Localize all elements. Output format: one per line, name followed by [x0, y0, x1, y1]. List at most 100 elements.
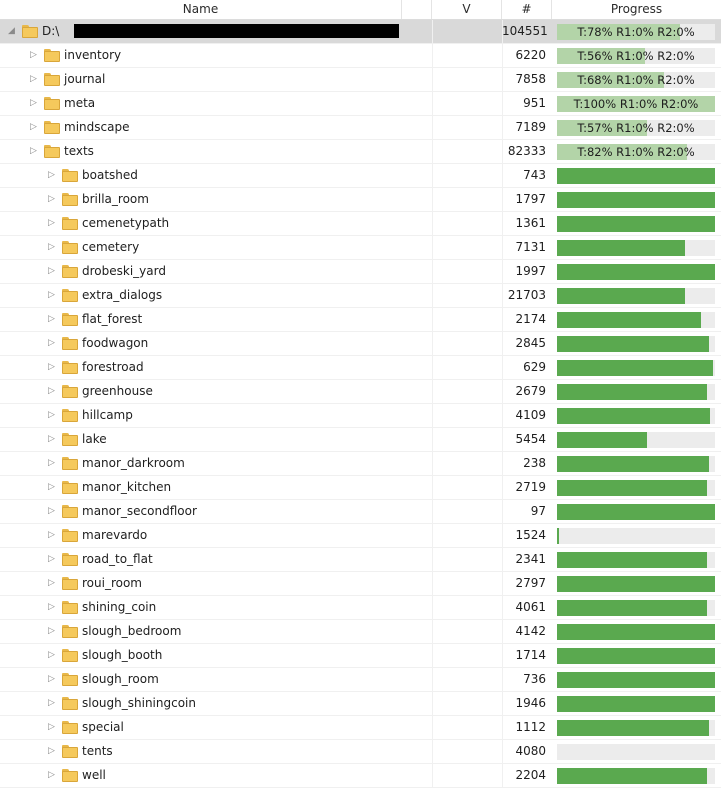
expand-arrow-icon[interactable]: ▷ — [48, 458, 55, 468]
collapse-arrow-icon[interactable]: ◢ — [8, 26, 15, 36]
expand-arrow-icon[interactable]: ▷ — [48, 626, 55, 636]
redacted-path-block — [74, 24, 399, 38]
tree-row[interactable]: ▷ journal 7858 T:68% R1:0% R2:0% — [0, 68, 721, 92]
folder-icon — [62, 673, 78, 686]
expand-arrow-icon[interactable]: ▷ — [48, 578, 55, 588]
v-cell — [432, 68, 503, 91]
v-cell — [432, 596, 503, 619]
tree-row[interactable]: ▷ manor_kitchen 2719 — [0, 476, 721, 500]
expand-arrow-icon[interactable]: ▷ — [48, 290, 55, 300]
progress-summary-text: T:78% R1:0% R2:0% — [577, 25, 695, 39]
tree-row[interactable]: ▷ marevardo 1524 — [0, 524, 721, 548]
tree-row[interactable]: ▷ brilla_room 1797 — [0, 188, 721, 212]
tree-row[interactable]: ▷ texts 82333 T:82% R1:0% R2:0% — [0, 140, 721, 164]
tree-row[interactable]: ▷ tents 4080 — [0, 740, 721, 764]
tree-row[interactable]: ▷ boatshed 743 — [0, 164, 721, 188]
tree-row[interactable]: ▷ slough_bedroom 4142 — [0, 620, 721, 644]
expand-arrow-icon[interactable]: ▷ — [48, 410, 55, 420]
tree-row[interactable]: ◢ D:\ 104551 T:78% R1:0% R2:0% — [0, 20, 721, 44]
progress-fill — [557, 96, 715, 112]
column-header-progress[interactable]: Progress — [610, 2, 663, 16]
blank-cell — [402, 428, 433, 451]
folder-name: slough_shiningcoin — [82, 696, 196, 710]
folder-icon — [62, 553, 78, 566]
folder-icon — [62, 457, 78, 470]
expand-arrow-icon[interactable]: ▷ — [48, 194, 55, 204]
tree-row[interactable]: ▷ foodwagon 2845 — [0, 332, 721, 356]
column-header-name[interactable]: Name — [0, 0, 402, 19]
tree-row[interactable]: ▷ manor_secondfloor 97 — [0, 500, 721, 524]
tree-row[interactable]: ▷ hillcamp 4109 — [0, 404, 721, 428]
expand-arrow-icon[interactable]: ▷ — [48, 746, 55, 756]
tree-row[interactable]: ▷ roui_room 2797 — [0, 572, 721, 596]
tree-row[interactable]: ▷ drobeski_yard 1997 — [0, 260, 721, 284]
progress-bar — [557, 216, 715, 232]
tree-row[interactable]: ▷ flat_forest 2174 — [0, 308, 721, 332]
tree-row[interactable]: ▷ greenhouse 2679 — [0, 380, 721, 404]
folder-name: hillcamp — [82, 408, 133, 422]
tree-row[interactable]: ▷ slough_shiningcoin 1946 — [0, 692, 721, 716]
expand-arrow-icon[interactable]: ▷ — [48, 554, 55, 564]
v-cell — [432, 500, 503, 523]
progress-bar — [557, 768, 715, 784]
tree-row[interactable]: ▷ extra_dialogs 21703 — [0, 284, 721, 308]
tree-row[interactable]: ▷ cemenetypath 1361 — [0, 212, 721, 236]
expand-arrow-icon[interactable]: ▷ — [48, 242, 55, 252]
progress-bar — [557, 552, 715, 568]
folder-name: shining_coin — [82, 600, 157, 614]
expand-arrow-icon[interactable]: ▷ — [48, 674, 55, 684]
folder-name: roui_room — [82, 576, 142, 590]
progress-fill — [557, 456, 709, 472]
folder-icon — [62, 481, 78, 494]
blank-cell — [402, 236, 433, 259]
tree-row[interactable]: ▷ forestroad 629 — [0, 356, 721, 380]
expand-arrow-icon[interactable]: ▷ — [48, 698, 55, 708]
blank-cell — [402, 620, 433, 643]
tree-row[interactable]: ▷ meta 951 T:100% R1:0% R2:0% — [0, 92, 721, 116]
tree-row[interactable]: ▷ slough_booth 1714 — [0, 644, 721, 668]
expand-arrow-icon[interactable]: ▷ — [48, 386, 55, 396]
expand-arrow-icon[interactable]: ▷ — [30, 146, 37, 156]
tree-row[interactable]: ▷ slough_room 736 — [0, 668, 721, 692]
progress-fill — [557, 312, 701, 328]
tree-row[interactable]: ▷ mindscape 7189 T:57% R1:0% R2:0% — [0, 116, 721, 140]
blank-cell — [402, 524, 433, 547]
expand-arrow-icon[interactable]: ▷ — [48, 434, 55, 444]
tree-row[interactable]: ▷ road_to_flat 2341 — [0, 548, 721, 572]
column-header-count[interactable]: # — [502, 0, 552, 19]
expand-arrow-icon[interactable]: ▷ — [48, 506, 55, 516]
expand-arrow-icon[interactable]: ▷ — [48, 314, 55, 324]
item-count: 2845 — [515, 336, 546, 350]
column-header-blank[interactable] — [402, 0, 432, 19]
expand-arrow-icon[interactable]: ▷ — [48, 338, 55, 348]
expand-arrow-icon[interactable]: ▷ — [48, 722, 55, 732]
progress-bar — [557, 504, 715, 520]
expand-arrow-icon[interactable]: ▷ — [48, 266, 55, 276]
expand-arrow-icon[interactable]: ▷ — [48, 362, 55, 372]
item-count: 1797 — [515, 192, 546, 206]
tree-row[interactable]: ▷ cemetery 7131 — [0, 236, 721, 260]
expand-arrow-icon[interactable]: ▷ — [48, 650, 55, 660]
expand-arrow-icon[interactable]: ▷ — [30, 98, 37, 108]
tree-row[interactable]: ▷ manor_darkroom 238 — [0, 452, 721, 476]
folder-icon — [62, 745, 78, 758]
expand-arrow-icon[interactable]: ▷ — [48, 482, 55, 492]
tree-row[interactable]: ▷ inventory 6220 T:56% R1:0% R2:0% — [0, 44, 721, 68]
expand-arrow-icon[interactable]: ▷ — [48, 770, 55, 780]
expand-arrow-icon[interactable]: ▷ — [48, 218, 55, 228]
tree-row[interactable]: ▷ lake 5454 — [0, 428, 721, 452]
tree-row[interactable]: ▷ special 1112 — [0, 716, 721, 740]
column-header-v[interactable]: V — [432, 0, 502, 19]
expand-arrow-icon[interactable]: ▷ — [30, 50, 37, 60]
expand-arrow-icon[interactable]: ▷ — [30, 74, 37, 84]
expand-arrow-icon[interactable]: ▷ — [48, 170, 55, 180]
item-count: 97 — [530, 504, 546, 518]
expand-arrow-icon[interactable]: ▷ — [30, 122, 37, 132]
blank-cell — [402, 500, 433, 523]
tree-row[interactable]: ▷ shining_coin 4061 — [0, 596, 721, 620]
expand-arrow-icon[interactable]: ▷ — [48, 530, 55, 540]
expand-arrow-icon[interactable]: ▷ — [48, 602, 55, 612]
tree-row[interactable]: ▷ well 2204 — [0, 764, 721, 788]
blank-cell — [402, 116, 433, 139]
